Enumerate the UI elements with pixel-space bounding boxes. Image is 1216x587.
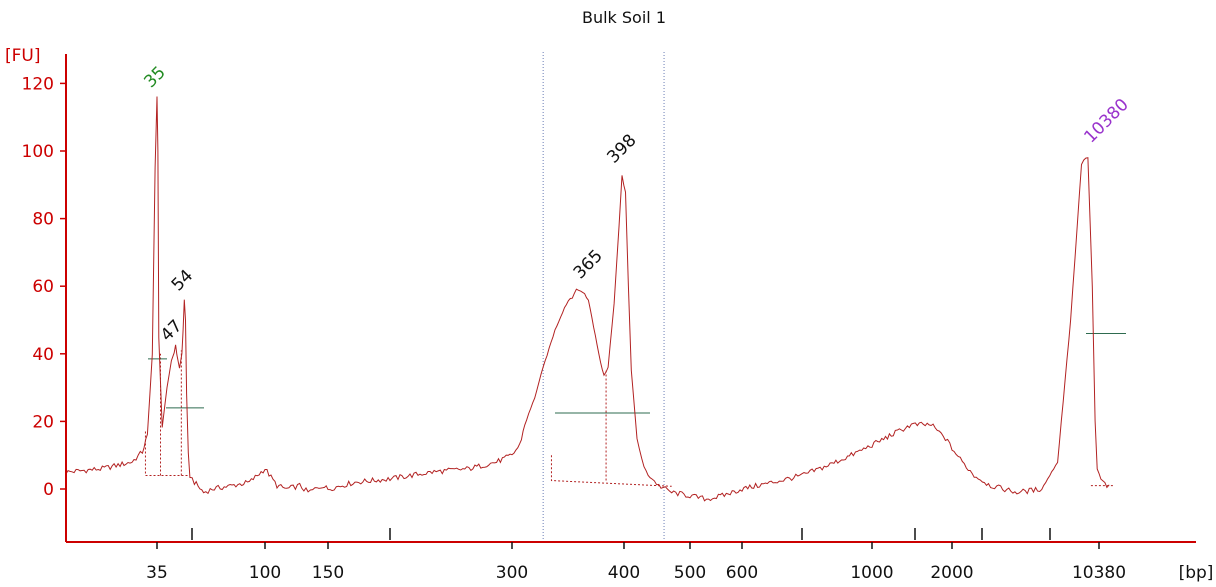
peak-labels: 35 47 54 365 398 10380 bbox=[140, 63, 1132, 346]
peak-label: 365 bbox=[570, 246, 607, 283]
x-tick-label: 1000 bbox=[850, 563, 893, 583]
y-axis-label: [FU] bbox=[5, 46, 41, 66]
y-axis-ticks: 0 20 40 60 80 100 120 bbox=[22, 74, 66, 500]
y-tick-label: 20 bbox=[32, 412, 54, 432]
peak-baselines bbox=[144, 333, 1126, 487]
x-tick-label: 10380 bbox=[1072, 563, 1126, 583]
x-tick-label: 150 bbox=[312, 563, 344, 583]
y-tick-label: 120 bbox=[22, 74, 54, 94]
x-tick-label: 400 bbox=[608, 563, 640, 583]
region-markers bbox=[542, 52, 665, 541]
x-axis-ticks: 35 100 150 300 400 500 600 1000 2000 10380 bbox=[146, 528, 1126, 583]
chart-title: Bulk Soil 1 bbox=[582, 8, 666, 27]
y-tick-label: 100 bbox=[22, 142, 54, 162]
x-tick-label: 300 bbox=[496, 563, 528, 583]
fluorescence-trace bbox=[65, 96, 1110, 502]
x-axis-label: [bp] bbox=[1179, 563, 1214, 583]
baseline-main bbox=[550, 455, 672, 487]
peak-label: 398 bbox=[603, 130, 640, 167]
x-tick-label: 100 bbox=[249, 563, 281, 583]
axes bbox=[65, 54, 1196, 543]
baseline-lower bbox=[144, 431, 190, 476]
y-tick-label: 80 bbox=[32, 210, 54, 230]
x-tick-label: 500 bbox=[674, 563, 706, 583]
y-tick-label: 60 bbox=[32, 277, 54, 297]
x-tick-label: 2000 bbox=[930, 563, 973, 583]
peak-label: 54 bbox=[168, 266, 197, 295]
peak-label: 10380 bbox=[1080, 95, 1132, 147]
x-tick-label: 600 bbox=[726, 563, 758, 583]
peak-label: 35 bbox=[140, 63, 169, 92]
x-tick-label: 35 bbox=[146, 563, 168, 583]
y-tick-label: 0 bbox=[43, 480, 54, 500]
peak-label: 47 bbox=[157, 316, 186, 345]
y-tick-label: 40 bbox=[32, 345, 54, 365]
